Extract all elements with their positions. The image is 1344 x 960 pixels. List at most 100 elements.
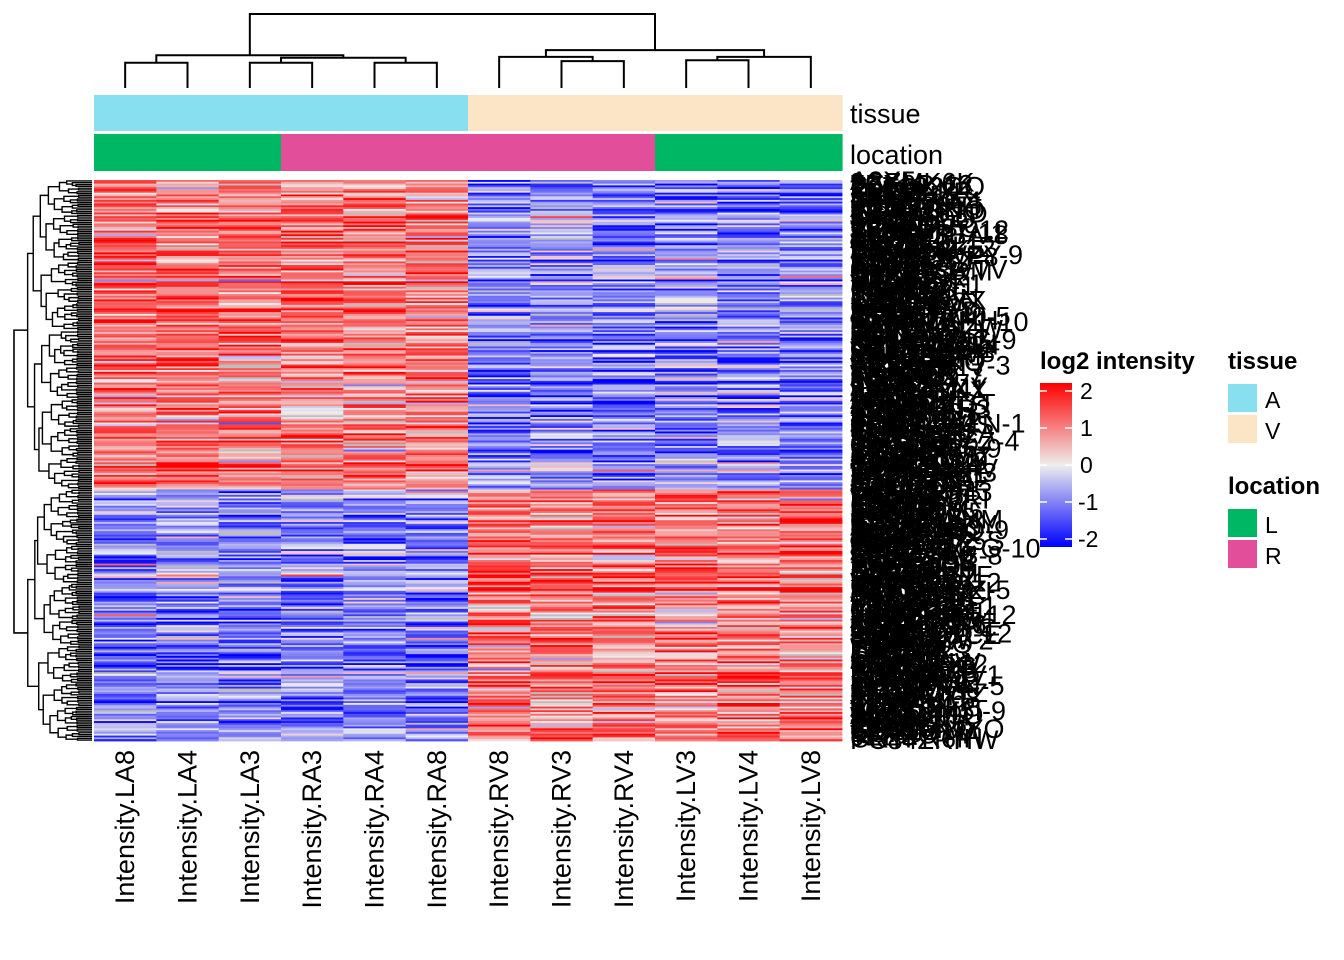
heatmap-cell: [156, 578, 220, 581]
heatmap-cell: [281, 373, 344, 376]
heatmap-cell: [468, 565, 531, 568]
heatmap-cell: [655, 442, 718, 445]
heatmap-cell: [94, 474, 157, 478]
heatmap-cell: [592, 617, 656, 621]
heatmap-cell: [218, 183, 282, 186]
heatmap-cell: [156, 717, 220, 720]
heatmap-cell: [717, 554, 781, 557]
row-label: Q4HANGQ-9: [850, 515, 1009, 545]
row-label: WRDCV-11: [850, 459, 988, 489]
heatmap-cell: [405, 681, 469, 684]
heatmap-cell: [655, 739, 718, 742]
heatmap-cell: [717, 370, 781, 373]
heatmap-cell: [779, 203, 843, 206]
heatmap-cell: [405, 643, 469, 646]
heatmap-cell: [468, 438, 531, 441]
heatmap-cell: [468, 503, 531, 507]
heatmap-cell: [468, 297, 531, 300]
heatmap-cell: [218, 706, 282, 709]
heatmap-cell: [655, 550, 718, 554]
heatmap-cell: [717, 590, 781, 594]
heatmap-cell: [779, 214, 843, 217]
heatmap-cell: [343, 310, 407, 313]
heatmap-cell: [717, 341, 781, 344]
heatmap-cell: [592, 552, 656, 556]
heatmap-cell: [655, 283, 718, 286]
heatmap-cell: [343, 643, 407, 646]
heatmap-cell: [218, 650, 282, 653]
heatmap-cell: [94, 601, 157, 604]
row-label: SIT4-12: [850, 414, 946, 444]
heatmap-cell: [405, 449, 469, 452]
heatmap-cell: [343, 254, 407, 257]
heatmap-cell: [779, 674, 843, 677]
heatmap-cell: [156, 333, 220, 337]
heatmap-cell: [655, 541, 718, 545]
heatmap-cell: [94, 686, 157, 689]
heatmap-cell: [779, 648, 843, 651]
dendrogram-branch: [60, 635, 71, 644]
heatmap-cell: [468, 228, 531, 232]
heatmap-cell: [530, 328, 594, 331]
dendrogram-branch: [39, 194, 49, 238]
heatmap-cell: [468, 712, 531, 715]
row-label: SFZV: [850, 524, 919, 554]
heatmap-cell: [218, 480, 282, 483]
heatmap-cell: [655, 252, 718, 255]
dendrogram-branch: [75, 265, 92, 269]
heatmap-cell: [281, 576, 344, 579]
heatmap-cell: [468, 469, 531, 472]
heatmap-cell: [343, 668, 407, 671]
heatmap-cell: [343, 617, 407, 621]
heatmap-cell: [405, 719, 469, 722]
heatmap-cell: [468, 326, 531, 329]
heatmap-cell: [94, 436, 157, 440]
dendrogram-branch: [75, 591, 92, 595]
row-label: GX16-10: [850, 432, 958, 462]
heatmap-cell: [281, 668, 344, 671]
heatmap-cell: [156, 360, 220, 364]
dendrogram-branch: [76, 504, 92, 508]
heatmap-cell: [779, 337, 843, 340]
heatmap-cell: [405, 364, 469, 367]
heatmap-cell: [468, 198, 531, 201]
heatmap-cell: [156, 424, 220, 427]
heatmap-cell: [405, 701, 469, 704]
heatmap-cell: [281, 411, 344, 414]
heatmap-cell: [343, 408, 407, 411]
heatmap-cell: [94, 431, 157, 434]
heatmap-cell: [717, 321, 781, 324]
heatmap-cell: [405, 498, 469, 501]
heatmap-cell: [655, 664, 718, 668]
dendrogram-branch: [76, 600, 92, 604]
heatmap-cell: [343, 236, 407, 239]
heatmap-cell: [717, 536, 781, 539]
heatmap-cell: [281, 516, 344, 519]
heatmap-cell: [405, 344, 469, 347]
heatmap-cell: [779, 552, 843, 556]
heatmap-cell: [717, 489, 781, 492]
heatmap-cell: [717, 525, 781, 528]
heatmap-cell: [405, 561, 469, 565]
heatmap-cell: [530, 637, 594, 641]
dendrogram-branch: [76, 292, 92, 296]
heatmap-cell: [468, 681, 531, 684]
heatmap-cell: [655, 592, 718, 595]
heatmap-cell: [592, 315, 656, 318]
heatmap-cell: [779, 569, 843, 572]
heatmap-cell: [281, 605, 344, 608]
heatmap-cell: [592, 621, 656, 624]
heatmap-cell: [592, 297, 656, 300]
heatmap-cell: [530, 465, 594, 469]
heatmap-cell: [156, 536, 220, 539]
row-label: KSEFID6: [850, 488, 963, 518]
heatmap-cell: [156, 301, 220, 304]
heatmap-cell: [779, 505, 843, 508]
heatmap-cell: [468, 498, 531, 501]
heatmap-cell: [592, 228, 656, 232]
heatmap-cell: [592, 704, 656, 708]
heatmap-cell: [281, 639, 344, 642]
heatmap-cell: [218, 400, 282, 403]
heatmap-cell: [156, 230, 220, 233]
heatmap-cell: [717, 303, 781, 306]
